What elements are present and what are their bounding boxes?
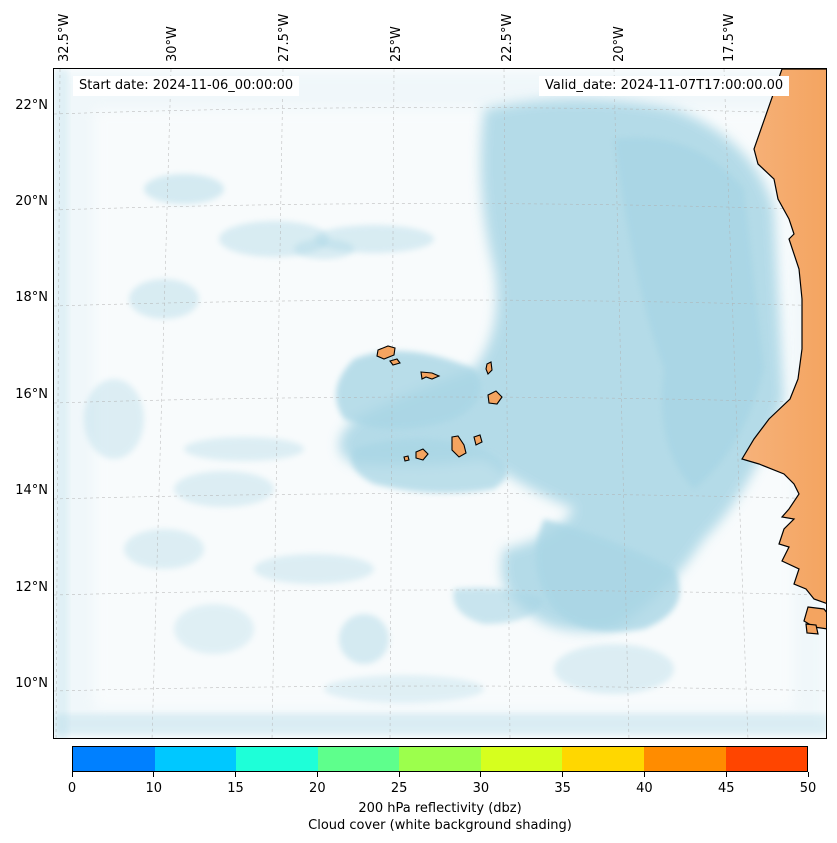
lat-label-14n: 14°N bbox=[15, 483, 48, 498]
lat-label-18n: 18°N bbox=[15, 290, 48, 305]
colorbar-tick-label: 10 bbox=[145, 781, 163, 796]
cape-verde-islands bbox=[376, 345, 503, 462]
lat-label-22n: 22°N bbox=[15, 98, 48, 113]
colorbar-tick-label: 20 bbox=[309, 781, 326, 796]
lon-label-27-5w: 27.5°W bbox=[277, 13, 292, 62]
lon-label-17-5w: 17.5°W bbox=[722, 13, 737, 62]
colorbar-tick-label: 15 bbox=[227, 781, 244, 796]
colorbar-tick-mark bbox=[725, 772, 727, 777]
lon-label-30w: 30°W bbox=[165, 26, 180, 62]
island-brava bbox=[403, 455, 410, 462]
colorbar-tick-mark bbox=[398, 772, 400, 777]
colorbar-tick-label: 30 bbox=[472, 781, 490, 796]
colorbar-tick-label: 40 bbox=[636, 781, 653, 796]
colorbar-segment bbox=[562, 747, 644, 771]
colorbar-tick-mark bbox=[562, 772, 564, 777]
island-santiago bbox=[451, 435, 467, 458]
lat-label-12n: 12°N bbox=[15, 580, 48, 595]
map-panel[interactable] bbox=[53, 68, 827, 739]
lat-label-20n: 20°N bbox=[15, 194, 48, 209]
reflectivity-colorbar bbox=[72, 746, 808, 772]
colorbar-tick-label: 45 bbox=[717, 781, 735, 796]
island-maio bbox=[473, 434, 483, 446]
colorbar-segment bbox=[236, 747, 318, 771]
island-santo-antao bbox=[376, 345, 396, 360]
colorbar-tick-mark bbox=[316, 772, 318, 777]
colorbar-tick-label: 50 bbox=[799, 781, 817, 796]
colorbar-tick-mark bbox=[480, 772, 482, 777]
valid-date-label: Valid_date: 2024-11-07T17:00:00.00 bbox=[539, 76, 790, 96]
lon-label-20w: 20°W bbox=[612, 26, 627, 62]
start-date-label: Start date: 2024-11-06_00:00:00 bbox=[73, 76, 300, 96]
colorbar-segment bbox=[73, 747, 155, 771]
lon-label-32-5w: 32.5°W bbox=[57, 13, 72, 62]
colorbar-tick-label: 25 bbox=[390, 781, 408, 796]
island-sal bbox=[485, 361, 493, 375]
map-canvas bbox=[54, 69, 826, 738]
island-sao-vicente bbox=[389, 358, 401, 366]
colorbar-segment bbox=[480, 747, 563, 771]
colorbar-segment bbox=[643, 747, 726, 771]
colorbar-tick-mark bbox=[153, 772, 155, 777]
island-fogo bbox=[415, 448, 429, 461]
colorbar-tick-mark bbox=[235, 772, 237, 777]
colorbar-segment bbox=[154, 747, 237, 771]
colorbar-sublabel: Cloud cover (white background shading) bbox=[308, 818, 572, 833]
colorbar-tick-label: 35 bbox=[554, 781, 571, 796]
graticule bbox=[54, 69, 826, 738]
island-sao-nicolau bbox=[420, 371, 441, 380]
island-boa-vista bbox=[487, 390, 503, 405]
cloud-cover-layer bbox=[54, 69, 826, 738]
lat-label-10n: 10°N bbox=[15, 676, 48, 691]
colorbar-segment bbox=[399, 747, 481, 771]
colorbar-segment bbox=[317, 747, 400, 771]
colorbar-segment bbox=[725, 747, 808, 771]
colorbar-tick-mark bbox=[807, 772, 809, 777]
lon-label-25w: 25°W bbox=[389, 26, 404, 62]
colorbar-tick-mark bbox=[643, 772, 645, 777]
colorbar-label: 200 hPa reflectivity (dbz) bbox=[358, 801, 522, 816]
lat-label-16n: 16°N bbox=[15, 387, 48, 402]
colorbar-tick-mark bbox=[71, 772, 73, 777]
africa-coast bbox=[741, 69, 826, 635]
lon-label-22-5w: 22.5°W bbox=[500, 13, 515, 62]
colorbar-tick-label: 0 bbox=[67, 781, 77, 796]
